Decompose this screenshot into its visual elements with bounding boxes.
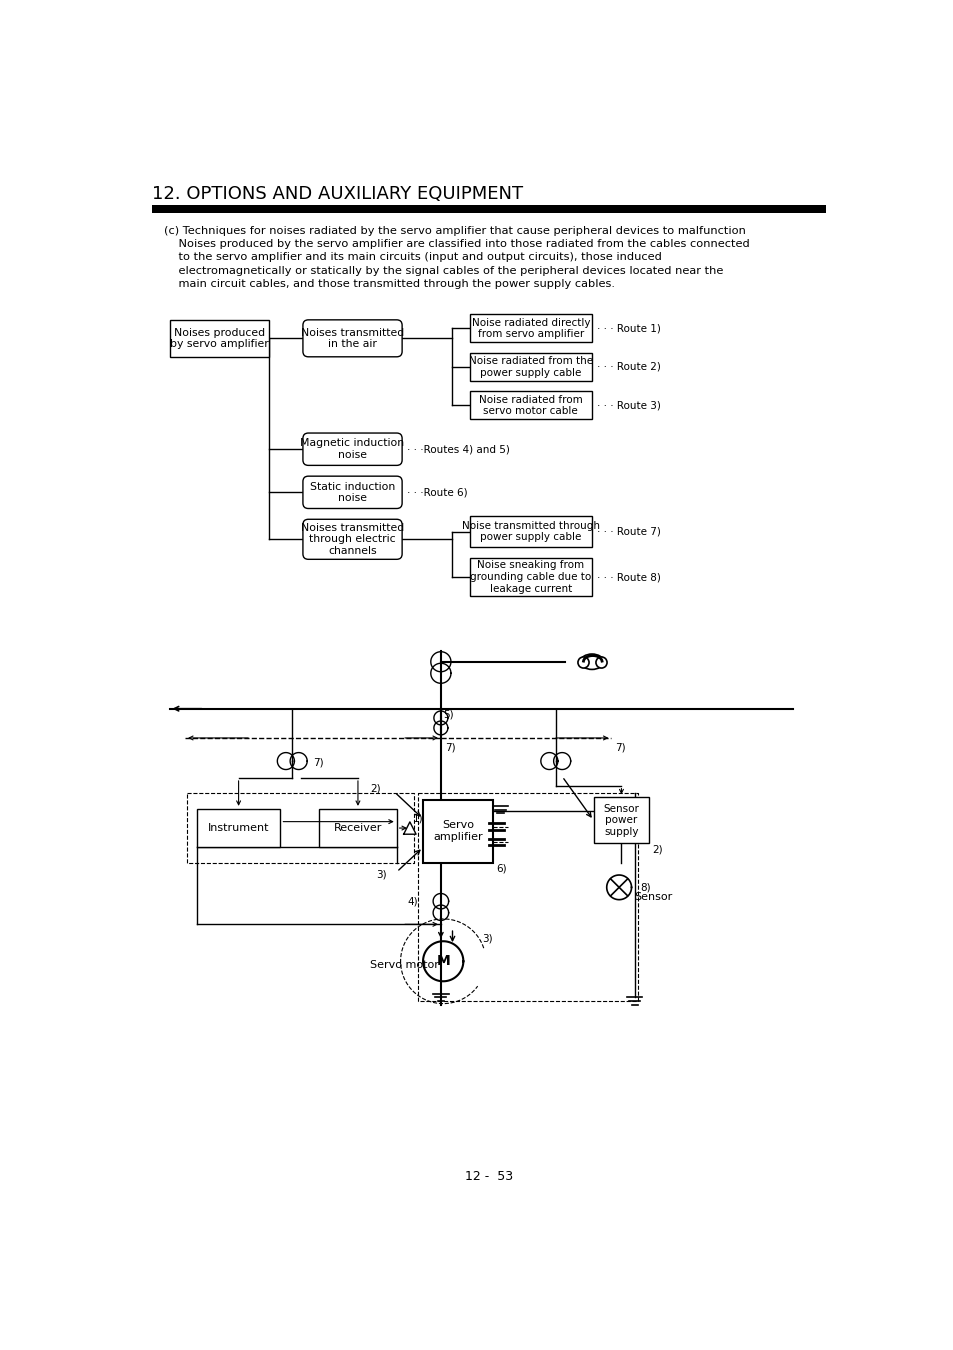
Text: · · ·Route 6): · · ·Route 6) xyxy=(406,487,467,497)
Text: Noise radiated from the
power supply cable: Noise radiated from the power supply cab… xyxy=(468,356,592,378)
Bar xyxy=(469,516,592,547)
Text: 12. OPTIONS AND AUXILIARY EQUIPMENT: 12. OPTIONS AND AUXILIARY EQUIPMENT xyxy=(152,185,522,204)
Text: electromagnetically or statically by the signal cables of the peripheral devices: electromagnetically or statically by the… xyxy=(164,266,722,275)
Text: Noises transmitted
in the air: Noises transmitted in the air xyxy=(300,328,404,350)
Bar xyxy=(152,205,825,213)
Text: main circuit cables, and those transmitted through the power supply cables.: main circuit cables, and those transmitt… xyxy=(164,278,615,289)
Text: Noise radiated directly
from servo amplifier: Noise radiated directly from servo ampli… xyxy=(471,317,589,339)
Bar xyxy=(593,798,649,844)
Bar xyxy=(469,558,592,597)
Text: 7): 7) xyxy=(615,743,625,752)
Text: · · ·Routes 4) and 5): · · ·Routes 4) and 5) xyxy=(406,444,509,454)
FancyBboxPatch shape xyxy=(303,520,402,559)
Text: Sensor
power
supply: Sensor power supply xyxy=(603,803,639,837)
Text: Noises produced by the servo amplifier are classified into those radiated from t: Noises produced by the servo amplifier a… xyxy=(164,239,749,250)
Bar xyxy=(469,315,592,342)
Text: · · · Route 7): · · · Route 7) xyxy=(596,526,659,536)
Text: M: M xyxy=(436,954,450,968)
Text: Noise sneaking from
grounding cable due to
leakage current: Noise sneaking from grounding cable due … xyxy=(470,560,591,594)
Bar xyxy=(422,799,493,863)
Text: Servo motor: Servo motor xyxy=(369,960,438,971)
Text: Servo
amplifier: Servo amplifier xyxy=(433,821,482,842)
FancyBboxPatch shape xyxy=(303,320,402,356)
Bar xyxy=(170,320,269,356)
Text: Noise transmitted through
power supply cable: Noise transmitted through power supply c… xyxy=(461,521,599,543)
Text: Noises produced
by servo amplifier: Noises produced by servo amplifier xyxy=(170,328,269,350)
Polygon shape xyxy=(403,822,416,834)
Text: 1): 1) xyxy=(413,814,423,824)
Text: Noises transmitted
through electric
channels: Noises transmitted through electric chan… xyxy=(300,522,404,556)
Text: Instrument: Instrument xyxy=(208,824,269,833)
Text: · · · Route 8): · · · Route 8) xyxy=(596,572,659,582)
Text: 2): 2) xyxy=(370,783,381,792)
Text: · · · Route 3): · · · Route 3) xyxy=(596,401,659,410)
Text: 4): 4) xyxy=(407,896,417,906)
Text: 3): 3) xyxy=(481,933,492,944)
Text: Static induction
noise: Static induction noise xyxy=(310,482,395,504)
Bar xyxy=(196,809,280,848)
Text: 3): 3) xyxy=(375,869,386,879)
Text: 7): 7) xyxy=(444,743,455,752)
Text: Noise radiated from
servo motor cable: Noise radiated from servo motor cable xyxy=(478,394,582,416)
Text: 7): 7) xyxy=(313,757,323,768)
Text: to the servo amplifier and its main circuits (input and output circuits), those : to the servo amplifier and its main circ… xyxy=(164,252,661,262)
Text: · · · Route 1): · · · Route 1) xyxy=(596,323,659,333)
Text: Receiver: Receiver xyxy=(334,824,382,833)
FancyBboxPatch shape xyxy=(303,433,402,466)
Text: 8): 8) xyxy=(639,883,650,892)
Bar xyxy=(319,809,396,848)
Bar xyxy=(469,392,592,420)
Bar xyxy=(469,352,592,381)
Text: Sensor: Sensor xyxy=(634,891,672,902)
Ellipse shape xyxy=(579,653,603,670)
Text: 6): 6) xyxy=(497,864,507,873)
Text: 12 -  53: 12 - 53 xyxy=(464,1170,513,1184)
Text: 5): 5) xyxy=(443,710,454,720)
Text: (c) Techniques for noises radiated by the servo amplifier that cause peripheral : (c) Techniques for noises radiated by th… xyxy=(164,227,745,236)
Text: · · · Route 2): · · · Route 2) xyxy=(596,362,659,371)
FancyBboxPatch shape xyxy=(303,477,402,509)
Text: Magnetic induction
noise: Magnetic induction noise xyxy=(300,439,404,460)
Text: 2): 2) xyxy=(652,845,662,855)
